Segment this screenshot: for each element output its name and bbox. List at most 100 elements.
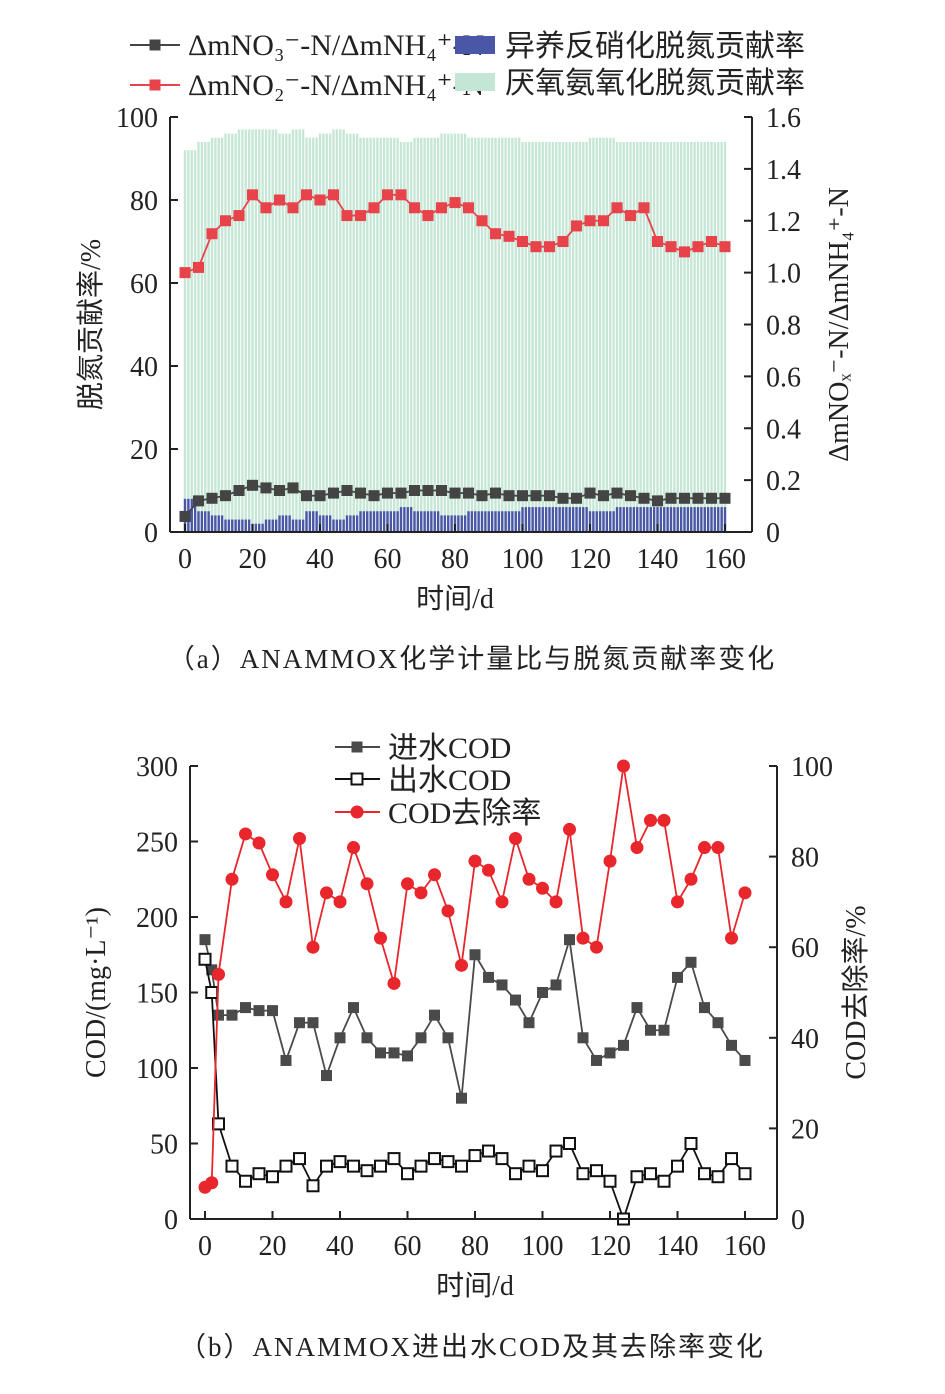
bar (517, 511, 521, 532)
bar (433, 137, 436, 532)
bar (366, 137, 369, 532)
bar (480, 511, 484, 532)
bar (598, 137, 602, 532)
bar (531, 141, 534, 532)
data-point (711, 841, 725, 855)
data-point (726, 1039, 737, 1051)
data-point (206, 492, 218, 504)
bar (595, 137, 598, 532)
bar (609, 137, 612, 532)
bar (244, 519, 247, 532)
figure-caption: （a）ANAMMOX化学计量比与脱氮贡献率变化 (168, 644, 777, 674)
bar (497, 137, 501, 532)
data-point (503, 230, 515, 242)
bar (713, 141, 717, 532)
data-point (598, 215, 609, 227)
bar (457, 133, 460, 532)
data-point (199, 934, 211, 946)
y2-tick-label: 1.4 (766, 155, 801, 186)
bar (551, 141, 555, 532)
bar (531, 507, 534, 532)
bar (501, 511, 504, 532)
bar (673, 141, 676, 532)
data-point (571, 492, 582, 504)
data-point (220, 215, 231, 227)
data-point (698, 841, 711, 855)
data-point (374, 931, 387, 945)
bar-series-2 (183, 498, 727, 532)
data-point (530, 241, 542, 253)
bar (244, 129, 247, 532)
bar (372, 511, 376, 532)
data-point (387, 976, 401, 990)
bar (615, 507, 619, 532)
data-point (206, 964, 218, 976)
data-point (719, 241, 731, 253)
data-point (550, 979, 562, 991)
bar (234, 519, 237, 532)
bar (561, 507, 565, 532)
legend-marker (351, 741, 363, 753)
bar (359, 137, 362, 532)
bar (477, 137, 480, 532)
bar (258, 129, 261, 532)
data-point (455, 958, 468, 972)
data-point (382, 487, 393, 499)
y-tick-label: 100 (116, 103, 158, 134)
bar (615, 141, 619, 532)
bar (676, 141, 679, 532)
data-point (401, 877, 414, 891)
bar (683, 141, 686, 532)
data-point (414, 1159, 428, 1173)
bar (190, 498, 193, 532)
bar (551, 507, 555, 532)
bar (443, 133, 447, 532)
data-point (490, 487, 501, 499)
bar (426, 511, 430, 532)
bar (325, 133, 328, 532)
data-point (630, 841, 644, 855)
bar (342, 129, 345, 532)
bar (227, 133, 231, 532)
bar (359, 511, 362, 532)
bar (200, 511, 204, 532)
bar (301, 129, 305, 532)
bar (190, 150, 193, 532)
data-point (638, 492, 650, 504)
bar (399, 507, 403, 532)
bar (555, 141, 558, 532)
bar (440, 133, 443, 532)
bar (436, 511, 440, 532)
bar (393, 137, 396, 532)
bar (214, 137, 217, 532)
bar (281, 515, 285, 532)
data-point (247, 189, 258, 201)
bar (720, 141, 723, 532)
bar (602, 137, 605, 532)
bar (325, 515, 328, 532)
bar (291, 519, 295, 532)
y-tick-label: 200 (136, 903, 178, 934)
data-point (428, 868, 441, 882)
bar (686, 141, 690, 532)
bar (318, 515, 322, 532)
bar (629, 141, 632, 532)
bar (639, 507, 642, 532)
x-tick-label: 120 (569, 544, 611, 575)
bar (690, 141, 693, 532)
bar (430, 511, 433, 532)
data-point (706, 492, 717, 504)
data-point (665, 492, 677, 504)
bar (656, 141, 659, 532)
data-point (260, 202, 272, 214)
legend-label: 出水COD (388, 764, 511, 797)
bar (588, 511, 592, 532)
bar (490, 511, 494, 532)
bar (386, 511, 389, 532)
data-point (205, 1176, 219, 1190)
bar (315, 137, 318, 532)
x-tick-label: 160 (704, 544, 746, 575)
bar (669, 507, 673, 532)
bar (507, 511, 511, 532)
bar (231, 133, 234, 532)
